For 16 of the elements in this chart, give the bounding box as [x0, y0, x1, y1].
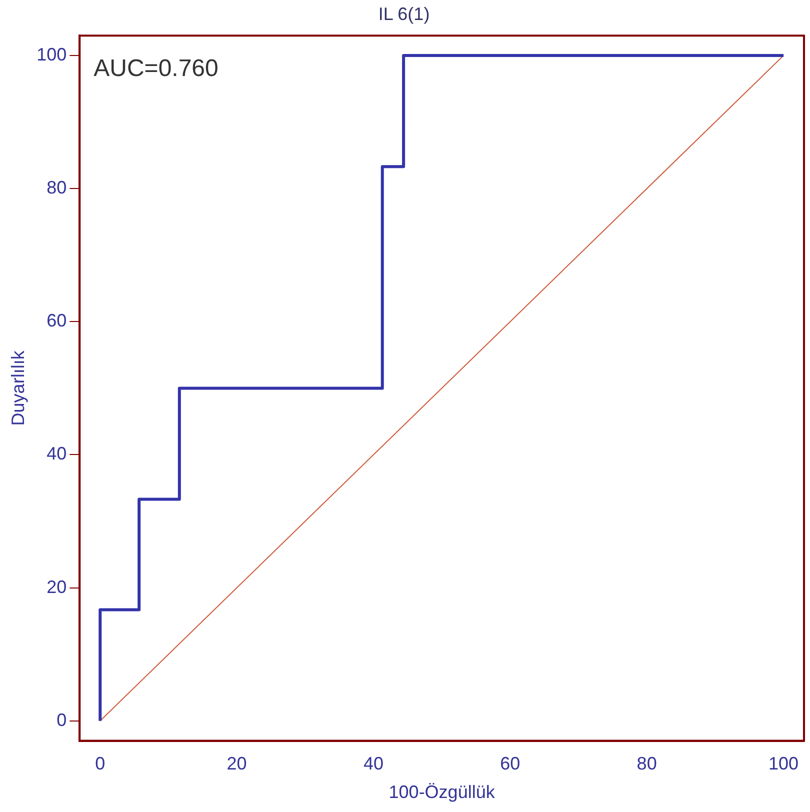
x-tick-label: 100	[768, 754, 799, 774]
annotation: AUC=0.760	[94, 55, 218, 82]
y-tick-label: 80	[46, 178, 67, 198]
y-tick-label: 40	[46, 444, 67, 464]
chart-title: IL 6(1)	[378, 4, 430, 24]
y-axis-title: Duyarlılık	[8, 350, 28, 426]
x-tick-label: 80	[636, 754, 657, 774]
x-tick-label: 20	[226, 754, 247, 774]
y-tick-label: 60	[46, 310, 67, 331]
x-tick-label: 0	[95, 754, 106, 774]
y-tick-label: 100	[36, 44, 67, 65]
x-axis-title: 100-Özgüllük	[388, 782, 496, 802]
y-tick-label: 20	[46, 576, 67, 597]
x-tick-label: 40	[363, 754, 384, 774]
x-tick-label: 60	[500, 754, 520, 774]
y-tick-label: 0	[56, 710, 67, 730]
